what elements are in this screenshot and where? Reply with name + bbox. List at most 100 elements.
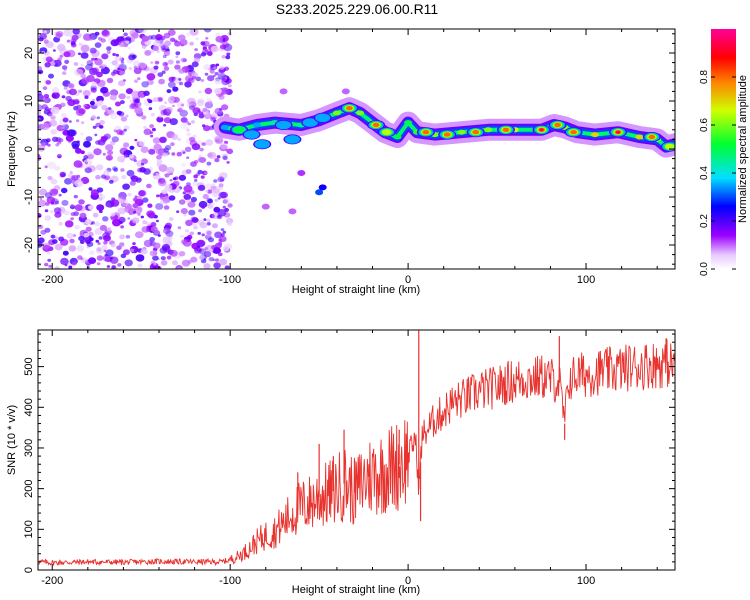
noise-cell [94, 221, 101, 227]
noise-cell [212, 258, 216, 261]
noise-cell [73, 160, 83, 168]
noise-cell [46, 196, 56, 204]
noise-cell [214, 87, 222, 95]
y-tick-label: 0 [23, 146, 35, 152]
noise-cell [175, 55, 179, 59]
amplitude-blob [422, 130, 430, 135]
noise-cell [58, 193, 62, 197]
noise-cell [186, 32, 191, 37]
noise-cell [197, 219, 205, 226]
tone-track-point [332, 110, 341, 116]
noise-cell [214, 158, 220, 163]
noise-cell [188, 209, 196, 216]
noise-cell [222, 245, 230, 252]
noise-cell [203, 29, 212, 33]
noise-cell [118, 216, 126, 223]
noise-cell [109, 94, 117, 101]
noise-cell [198, 154, 202, 158]
tone-track-point [484, 127, 493, 133]
noise-cell [158, 78, 166, 85]
noise-cell [80, 121, 85, 125]
noise-cell [193, 174, 199, 179]
noise-cell [59, 174, 64, 178]
noise-cell [90, 85, 97, 91]
noise-cell [187, 122, 191, 126]
noise-cell [54, 236, 59, 240]
noise-cell [165, 222, 172, 229]
noise-cell [160, 201, 164, 205]
noise-cell [141, 226, 150, 233]
noise-cell [88, 237, 94, 242]
noise-cell [56, 30, 64, 38]
noise-cell [138, 141, 145, 147]
noise-cell [219, 187, 224, 191]
noise-cell [162, 61, 169, 67]
noise-cell [144, 50, 152, 56]
noise-cell [116, 245, 122, 250]
noise-cell [110, 199, 120, 207]
noise-cell [212, 202, 216, 205]
noise-cell [45, 202, 50, 206]
noise-cell [117, 67, 121, 71]
spectrogram-y-label: Frequency (Hz) [6, 111, 18, 187]
noise-cell [71, 140, 80, 148]
y-tick-label: 200 [23, 479, 35, 497]
noise-cell [78, 235, 85, 242]
noise-cell [206, 230, 212, 236]
noise-cell [158, 177, 166, 184]
noise-cell [166, 89, 172, 94]
noise-cell [218, 258, 228, 266]
noise-cell [47, 251, 51, 255]
noise-cell [169, 118, 178, 126]
noise-cell [167, 96, 176, 103]
noise-cell [204, 87, 213, 95]
noise-cell [100, 87, 107, 94]
noise-cell [150, 112, 155, 117]
noise-cell [106, 265, 111, 268]
noise-cell [103, 169, 111, 176]
noise-cell [177, 138, 181, 141]
spectrogram-x-label: Height of straight line (km) [292, 284, 420, 296]
noise-cell [101, 174, 107, 179]
noise-cell [152, 255, 159, 261]
noise-cell [198, 200, 208, 209]
amplitude-blob [616, 130, 621, 134]
amplitude-blob [254, 139, 270, 149]
noise-cell [105, 154, 113, 161]
noise-cell [57, 155, 61, 159]
noise-cell [156, 96, 164, 103]
y-tick-label: -10 [23, 189, 35, 205]
noise-cell [155, 203, 164, 210]
noise-cell [203, 218, 207, 221]
noise-cell [169, 249, 178, 257]
noise-cell [186, 199, 191, 203]
noise-cell [61, 199, 69, 206]
noise-cell [172, 180, 180, 187]
noise-cell [88, 250, 95, 255]
noise-cell [77, 255, 83, 260]
noise-cell [160, 260, 168, 266]
noise-cell [152, 242, 161, 249]
noise-cell [61, 95, 66, 99]
noise-cell [138, 29, 148, 34]
noise-cell [127, 192, 132, 197]
noise-cell [215, 63, 220, 67]
noise-cell [90, 87, 97, 93]
noise-cell [110, 71, 116, 76]
noise-cell [214, 137, 224, 145]
amplitude-blob [372, 122, 380, 128]
noise-cell [223, 198, 231, 205]
noise-cell [125, 36, 132, 42]
noise-cell [166, 113, 170, 117]
tone-track-point [457, 129, 466, 135]
noise-cell [97, 36, 103, 41]
noise-cell [220, 191, 229, 199]
noise-cell [214, 231, 223, 239]
y-tick-label: 500 [23, 357, 35, 375]
noise-cell [123, 43, 129, 48]
noise-cell [181, 239, 188, 245]
noise-cell [200, 79, 205, 82]
spectrogram-heatmap [38, 29, 675, 269]
noise-cell [222, 205, 226, 209]
